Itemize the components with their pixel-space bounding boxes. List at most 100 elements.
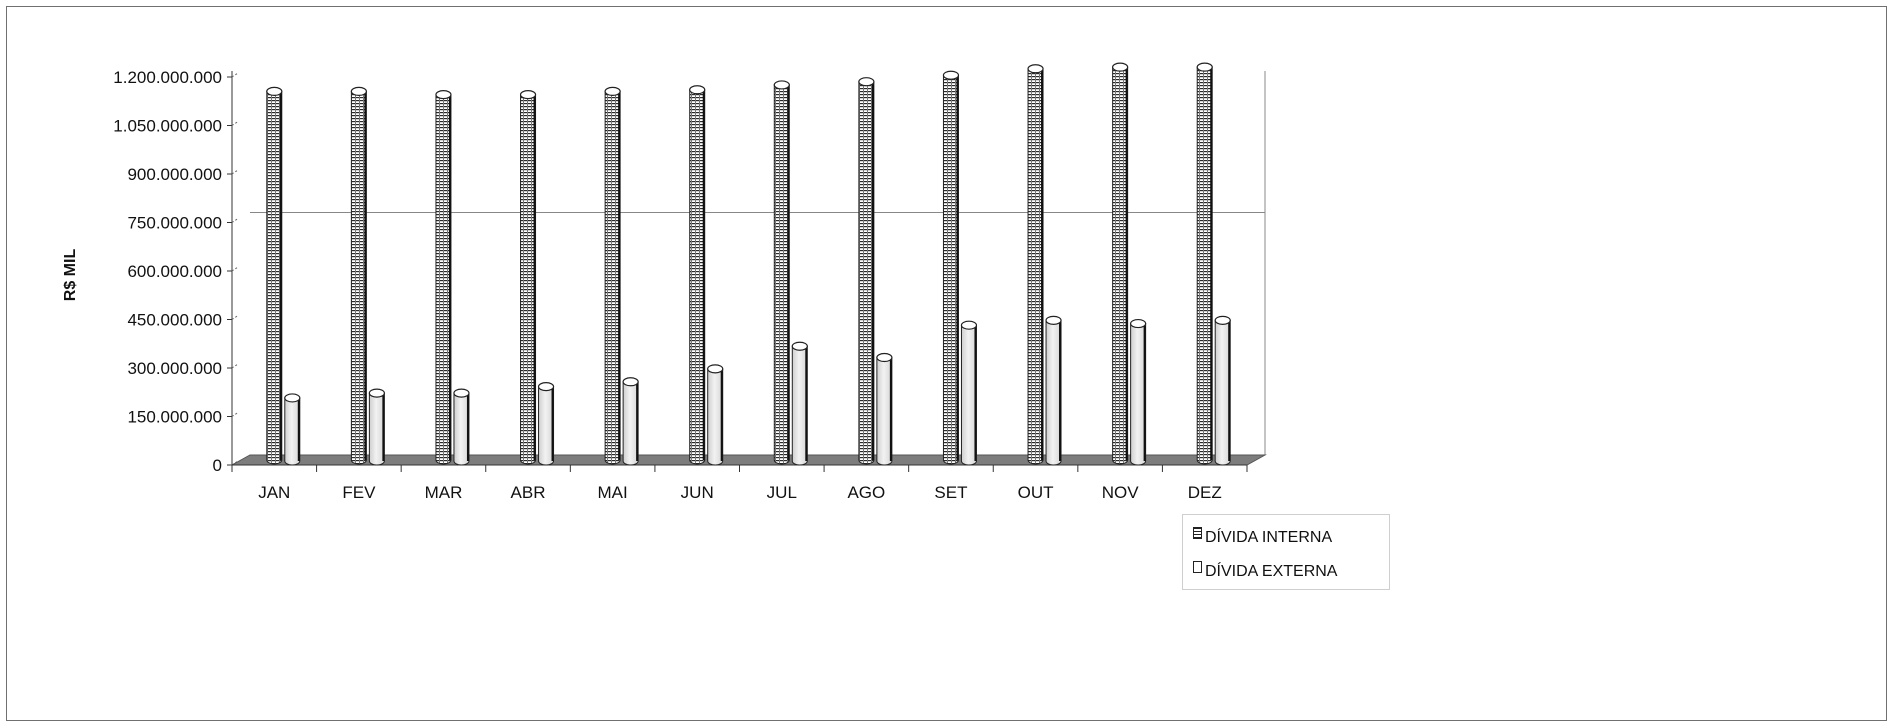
- legend-swatch-interna-icon: [1193, 527, 1202, 539]
- bar-externa-dez-body: [1214, 319, 1231, 466]
- bar-interna-dez: [1196, 62, 1213, 465]
- x-tick-label: DEZ: [1188, 483, 1222, 502]
- y-tick-depth: [231, 218, 239, 223]
- bar-externa-jul: [791, 341, 808, 466]
- bar-interna-ago: [858, 77, 875, 465]
- bar-externa-mai-body: [622, 381, 639, 466]
- bar-externa-mar-body: [453, 392, 470, 466]
- bar-externa-mai-top: [622, 377, 639, 387]
- bar-interna-set-body: [942, 74, 959, 465]
- y-tick-label: 900.000.000: [127, 165, 222, 184]
- x-tick-label: JAN: [258, 483, 290, 502]
- bar-interna-ago-body: [858, 81, 875, 465]
- bar-chart: 0 150.000.000 300.000.000 450.000.000 600.00…: [62, 62, 1267, 502]
- bar-externa-set-body: [960, 324, 977, 466]
- bar-externa-mar-top: [453, 388, 470, 398]
- bar-externa-fev-body: [368, 392, 385, 466]
- bar-externa-mai: [622, 377, 639, 466]
- bar-externa-out-body: [1045, 319, 1062, 466]
- bar-interna-fev-body: [350, 90, 367, 465]
- bar-externa-nov: [1130, 318, 1147, 466]
- bar-externa-nov-top: [1130, 318, 1147, 329]
- bar-interna-mai: [604, 86, 621, 465]
- y-tick-depth: [231, 72, 239, 78]
- x-tick-label: OUT: [1018, 483, 1054, 502]
- axes-layer: [227, 71, 1267, 472]
- bar-interna-jul-top: [773, 80, 790, 90]
- chart-floor: [230, 454, 1267, 466]
- bar-interna-set-top: [942, 70, 960, 80]
- y-tick-label: 450.000.000: [127, 311, 222, 330]
- x-tick-label: FEV: [342, 483, 376, 502]
- x-tick-label: MAR: [425, 483, 463, 502]
- bar-interna-fev: [350, 86, 367, 465]
- bar-externa-fev: [368, 388, 385, 466]
- bar-interna-abr-body: [520, 94, 537, 465]
- bar-externa-dez: [1214, 315, 1231, 466]
- bar-externa-jun-top: [707, 364, 724, 374]
- bar-externa-jun: [707, 364, 724, 466]
- x-tick-label: JUL: [767, 483, 797, 502]
- bar-interna-mai-top: [604, 86, 621, 97]
- x-tick-label: MAI: [598, 483, 628, 502]
- y-tick-depth: [231, 315, 239, 320]
- bar-interna-dez-top: [1196, 62, 1213, 72]
- y-tick-label: 300.000.000: [127, 359, 222, 378]
- bar-externa-jul-body: [791, 345, 808, 466]
- y-tick-label: 1.050.000.000: [113, 117, 222, 136]
- bar-interna-ago-top: [858, 77, 875, 87]
- y-tick-label: 1.200.000.000: [113, 68, 222, 87]
- x-tick-label: NOV: [1102, 483, 1140, 502]
- y-tick-label: 600.000.000: [127, 262, 222, 281]
- bar-externa-abr-body: [538, 386, 555, 466]
- legend-item-externa: DÍVIDA EXTERNA: [1193, 555, 1337, 581]
- bar-interna-nov-body: [1112, 66, 1129, 465]
- bar-interna-jul-body: [773, 84, 790, 465]
- bar-externa-abr-top: [537, 382, 555, 392]
- bar-interna-jan-top: [266, 86, 283, 97]
- y-tick-depth: [231, 266, 239, 272]
- bar-externa-ago: [876, 352, 893, 466]
- legend-swatch-externa-icon: [1193, 561, 1202, 573]
- x-tick-label: JUN: [681, 483, 714, 502]
- bar-interna-out-top: [1027, 64, 1044, 74]
- bar-externa-jan-top: [284, 393, 301, 403]
- bar-interna-jun: [689, 85, 706, 465]
- legend-label-interna: DÍVIDA INTERNA: [1205, 529, 1333, 546]
- bar-interna-jan: [266, 86, 283, 465]
- bars-layer: [266, 62, 1231, 466]
- bar-externa-jul-top: [791, 341, 808, 351]
- bar-externa-jan: [284, 393, 301, 466]
- bar-externa-abr: [537, 382, 555, 466]
- bar-interna-mar-body: [435, 94, 452, 465]
- y-tick-depth: [231, 121, 239, 126]
- bar-externa-set-top: [960, 320, 978, 330]
- bar-interna-out: [1027, 64, 1044, 465]
- bar-externa-mar: [453, 388, 470, 466]
- bar-externa-ago-body: [876, 357, 893, 466]
- bar-interna-set: [942, 70, 960, 465]
- y-tick-depth: [231, 412, 239, 417]
- bar-externa-out: [1045, 315, 1062, 466]
- legend-label-externa: DÍVIDA EXTERNA: [1205, 563, 1338, 580]
- bar-interna-nov: [1112, 62, 1129, 465]
- bar-interna-abr-top: [519, 90, 537, 100]
- labels-layer: 0 150.000.000 300.000.000 450.000.000 600.00…: [113, 68, 1221, 502]
- bar-externa-out-top: [1045, 315, 1062, 325]
- x-tick-label: AGO: [847, 483, 885, 502]
- x-tick-label: ABR: [511, 483, 546, 502]
- bar-interna-out-body: [1027, 68, 1044, 465]
- legend-item-interna: DÍVIDA INTERNA: [1193, 521, 1332, 547]
- bar-interna-mar: [435, 90, 452, 465]
- bar-interna-jun-top: [689, 85, 706, 95]
- bar-interna-jul: [773, 80, 790, 465]
- y-axis-label: R$ MIL: [62, 249, 79, 302]
- y-tick-label: 0: [213, 456, 222, 475]
- bar-interna-mar-top: [435, 90, 452, 100]
- bar-externa-nov-body: [1130, 323, 1147, 466]
- chart-frame: 0 150.000.000 300.000.000 450.000.000 600.00…: [6, 6, 1887, 721]
- bar-externa-jan-body: [284, 397, 301, 466]
- x-tick-label: SET: [934, 483, 967, 502]
- bar-interna-fev-top: [350, 86, 367, 97]
- bar-interna-abr: [519, 90, 537, 465]
